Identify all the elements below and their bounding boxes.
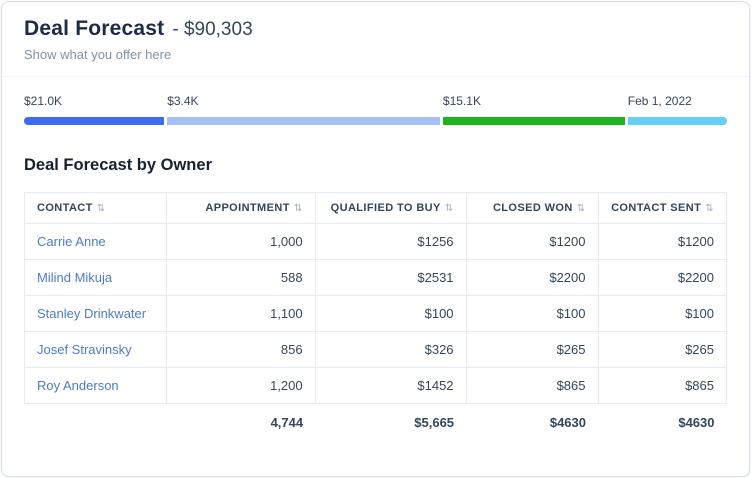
contact-cell: Carrie Anne — [24, 223, 167, 260]
appointment-cell: 1,100 — [165, 295, 316, 332]
totals-row: 4,744 $5,665 $4630 $4630 — [24, 403, 727, 441]
totals-empty-cell — [24, 403, 167, 441]
totals-appointment: 4,744 — [166, 403, 316, 441]
card-header: Deal Forecast - $90,303 — [24, 17, 727, 41]
column-header-label: QUALIFIED TO BUY — [330, 202, 441, 214]
contact-sent-cell: $100 — [597, 295, 727, 332]
card-subtitle: Show what you offer here — [24, 47, 172, 62]
bar-segment-green — [442, 117, 625, 125]
appointment-cell: 1,000 — [165, 223, 316, 260]
column-header-label: CLOSED WON — [492, 202, 573, 214]
table-footer: 4,744 $5,665 $4630 $4630 — [24, 403, 727, 441]
bar-segment-blue — [24, 117, 165, 125]
qualified-cell: $2531 — [314, 259, 467, 296]
bar-segment-cyan — [627, 117, 727, 125]
deal-forecast-table: CONTACT ⇅ APPOINTMENT ⇅ QUALIFIED TO BUY ⇅ … — [24, 192, 727, 441]
contact-cell: Josef Stravinsky — [24, 331, 167, 368]
contact-link[interactable]: Milind Mikuja — [37, 270, 113, 285]
table-row: Stanley Drinkwater 1,100 $100 $100 $100 — [24, 295, 727, 332]
contact-cell: Milind Mikuja — [24, 259, 167, 296]
contact-cell: Roy Anderson — [24, 367, 167, 404]
sort-icon[interactable]: ⇅ — [293, 203, 303, 214]
table-header-row: CONTACT ⇅ APPOINTMENT ⇅ QUALIFIED TO BUY ⇅ … — [24, 192, 727, 224]
bar-label-date: Feb 1, 2022 — [627, 94, 692, 108]
contact-sent-cell: $265 — [597, 331, 727, 368]
contact-link[interactable]: Josef Stravinsky — [37, 342, 132, 357]
contact-link[interactable]: Roy Anderson — [37, 378, 119, 393]
forecast-total-amount: - $90,303 — [172, 19, 253, 40]
qualified-cell: $1452 — [314, 367, 467, 404]
column-header-appointment[interactable]: APPOINTMENT ⇅ — [165, 192, 316, 224]
contact-link[interactable]: Carrie Anne — [37, 234, 106, 249]
column-header-qualified-to-buy[interactable]: QUALIFIED TO BUY ⇅ — [314, 192, 467, 224]
appointment-cell: 856 — [165, 331, 316, 368]
closed-won-cell: $2200 — [465, 259, 599, 296]
table-title: Deal Forecast by Owner — [24, 156, 212, 174]
forecast-progress-bar — [24, 117, 727, 125]
qualified-cell: $100 — [314, 295, 467, 332]
qualified-cell: $326 — [314, 331, 467, 368]
column-header-label: CONTACT — [37, 202, 93, 214]
totals-qualified: $5,665 — [315, 403, 467, 441]
table-row: Carrie Anne 1,000 $1256 $1200 $1200 — [24, 223, 727, 260]
contact-sent-cell: $2200 — [597, 259, 727, 296]
contact-cell: Stanley Drinkwater — [24, 295, 167, 332]
column-header-closed-won[interactable]: CLOSED WON ⇅ — [465, 192, 599, 224]
totals-closed-won: $4630 — [466, 403, 598, 441]
totals-contact-sent: $4630 — [598, 403, 727, 441]
table-header: CONTACT ⇅ APPOINTMENT ⇅ QUALIFIED TO BUY ⇅ … — [24, 192, 727, 224]
sort-icon[interactable]: ⇅ — [576, 203, 586, 214]
closed-won-cell: $865 — [465, 367, 599, 404]
contact-sent-cell: $865 — [597, 367, 727, 404]
table-body: Carrie Anne 1,000 $1256 $1200 $1200 Mili… — [24, 223, 727, 404]
sort-icon[interactable]: ⇅ — [96, 203, 106, 214]
table-row: Roy Anderson 1,200 $1452 $865 $865 — [24, 367, 727, 404]
column-header-label: APPOINTMENT — [205, 202, 290, 214]
sort-icon[interactable]: ⇅ — [705, 203, 714, 214]
bar-segment-periwinkle — [167, 117, 440, 125]
contact-link[interactable]: Stanley Drinkwater — [37, 306, 147, 321]
forecast-bar-labels: $21.0K $3.4K $15.1K Feb 1, 2022 — [24, 94, 727, 108]
page-title: Deal Forecast — [24, 17, 165, 40]
sort-icon[interactable]: ⇅ — [444, 203, 454, 214]
bar-label-closed-won: $15.1K — [442, 94, 481, 108]
closed-won-cell: $265 — [465, 331, 599, 368]
column-header-contact-sent[interactable]: CONTACT SENT ⇅ — [597, 192, 727, 224]
bar-label-qualified: $3.4K — [167, 94, 199, 108]
closed-won-cell: $100 — [465, 295, 599, 332]
column-header-contact[interactable]: CONTACT ⇅ — [24, 192, 167, 224]
header-divider — [2, 76, 749, 77]
table-row: Milind Mikuja 588 $2531 $2200 $2200 — [24, 259, 727, 296]
closed-won-cell: $1200 — [465, 223, 599, 260]
bar-label-appointment: $21.0K — [24, 94, 63, 108]
contact-sent-cell: $1200 — [597, 223, 727, 260]
appointment-cell: 588 — [165, 259, 316, 296]
appointment-cell: 1,200 — [165, 367, 316, 404]
qualified-cell: $1256 — [314, 223, 467, 260]
table-row: Josef Stravinsky 856 $326 $265 $265 — [24, 331, 727, 368]
column-header-label: CONTACT SENT — [611, 202, 702, 214]
